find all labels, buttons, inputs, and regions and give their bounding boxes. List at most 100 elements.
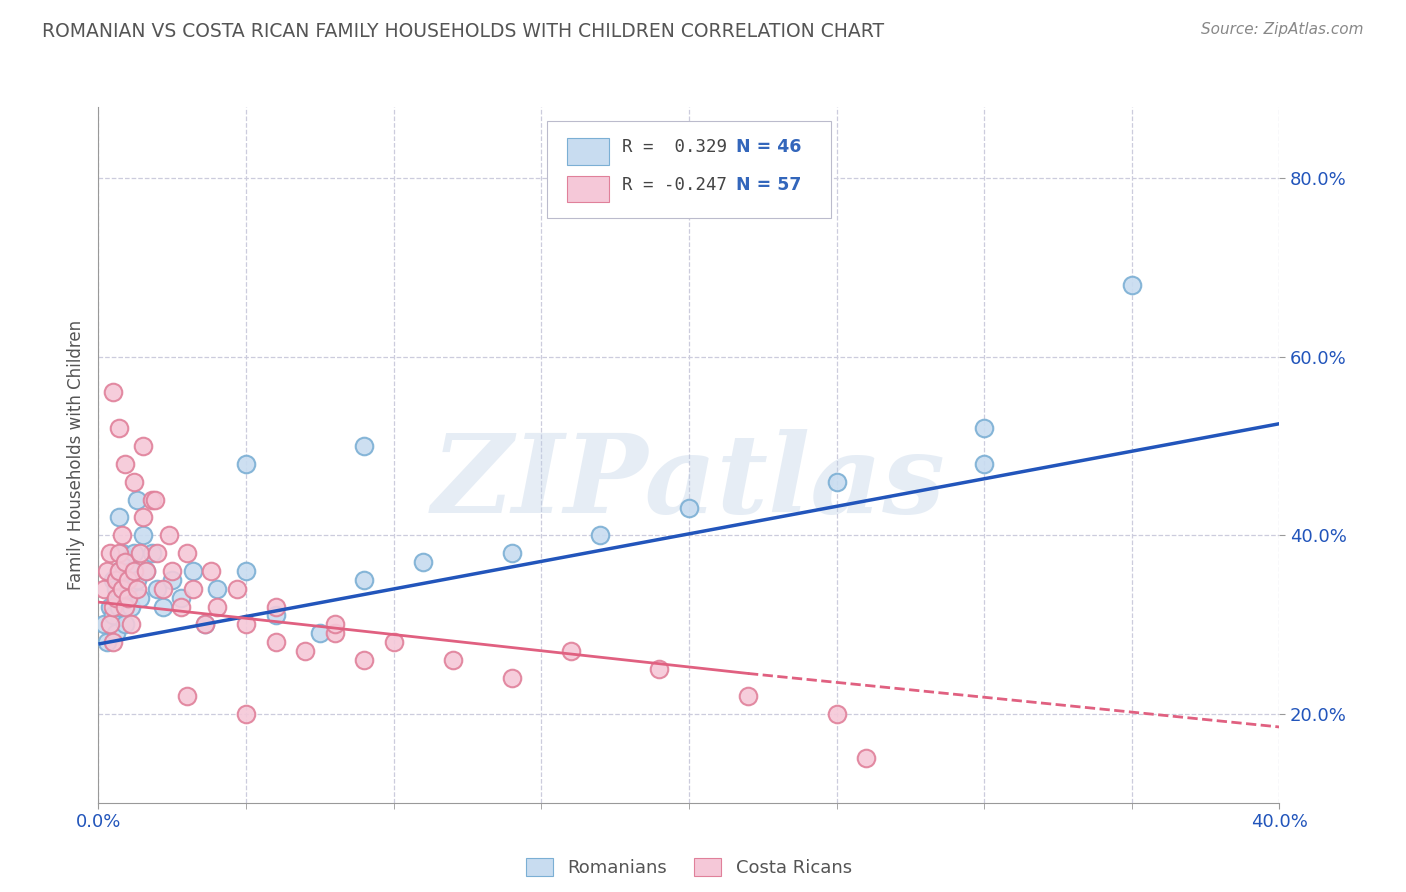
Y-axis label: Family Households with Children: Family Households with Children	[66, 320, 84, 590]
Point	[111, 582, 134, 596]
Point	[501, 671, 523, 685]
Point	[122, 564, 145, 578]
Point	[105, 582, 128, 596]
Point	[135, 564, 157, 578]
Point	[973, 457, 995, 471]
Bar	[567, 176, 609, 202]
Point	[132, 528, 155, 542]
Point	[108, 599, 131, 614]
Point	[111, 546, 134, 560]
Point	[309, 626, 332, 640]
Point	[96, 635, 118, 649]
Point	[157, 528, 180, 542]
Point	[146, 546, 169, 560]
Point	[125, 582, 148, 596]
Point	[117, 591, 139, 605]
Point	[98, 617, 121, 632]
Point	[141, 492, 163, 507]
Text: N = 57: N = 57	[737, 176, 801, 194]
Point	[353, 439, 375, 453]
Point	[122, 475, 145, 489]
Point	[143, 492, 166, 507]
Point	[120, 599, 142, 614]
Point	[111, 528, 134, 542]
Text: ZIPatlas: ZIPatlas	[432, 429, 946, 536]
Point	[132, 510, 155, 524]
Point	[105, 626, 128, 640]
Legend: Romanians, Costa Ricans: Romanians, Costa Ricans	[519, 850, 859, 884]
Point	[825, 706, 848, 721]
Point	[323, 626, 346, 640]
Point	[194, 617, 217, 632]
Point	[353, 653, 375, 667]
Point	[103, 635, 125, 649]
Point	[108, 421, 131, 435]
Point	[132, 439, 155, 453]
Point	[226, 582, 249, 596]
Point	[194, 617, 217, 632]
Point	[323, 617, 346, 632]
Point	[117, 555, 139, 569]
Point	[855, 751, 877, 765]
Point	[235, 564, 257, 578]
Point	[200, 564, 222, 578]
Point	[1121, 278, 1143, 293]
Point	[235, 706, 257, 721]
Point	[108, 564, 131, 578]
Point	[560, 644, 582, 658]
Point	[235, 617, 257, 632]
Point	[125, 492, 148, 507]
Point	[114, 457, 136, 471]
Text: ROMANIAN VS COSTA RICAN FAMILY HOUSEHOLDS WITH CHILDREN CORRELATION CHART: ROMANIAN VS COSTA RICAN FAMILY HOUSEHOLD…	[42, 22, 884, 41]
Point	[117, 573, 139, 587]
Text: R =  0.329: R = 0.329	[621, 138, 727, 156]
Point	[93, 617, 115, 632]
Point	[93, 582, 115, 596]
Point	[973, 421, 995, 435]
Point	[128, 546, 150, 560]
Point	[135, 564, 157, 578]
Point	[108, 546, 131, 560]
Point	[737, 689, 759, 703]
Point	[589, 528, 612, 542]
Text: Source: ZipAtlas.com: Source: ZipAtlas.com	[1201, 22, 1364, 37]
Bar	[567, 138, 609, 165]
Point	[152, 582, 174, 596]
Point	[120, 564, 142, 578]
Point	[108, 564, 131, 578]
Point	[103, 599, 125, 614]
Point	[98, 599, 121, 614]
Point	[825, 475, 848, 489]
Text: R = -0.247: R = -0.247	[621, 176, 727, 194]
Point	[96, 564, 118, 578]
Point	[105, 573, 128, 587]
Point	[141, 546, 163, 560]
Point	[181, 582, 204, 596]
Point	[122, 546, 145, 560]
Point	[205, 582, 228, 596]
Text: N = 46: N = 46	[737, 138, 801, 156]
Point	[108, 510, 131, 524]
Point	[294, 644, 316, 658]
Point	[176, 546, 198, 560]
Point	[111, 591, 134, 605]
Point	[648, 662, 671, 676]
Point	[412, 555, 434, 569]
Point	[353, 573, 375, 587]
Point	[170, 591, 193, 605]
Point	[103, 573, 125, 587]
Point	[105, 591, 128, 605]
Point	[170, 599, 193, 614]
Point	[128, 591, 150, 605]
Point	[152, 599, 174, 614]
Point	[181, 564, 204, 578]
Point	[678, 501, 700, 516]
Point	[103, 608, 125, 623]
Point	[501, 546, 523, 560]
Point	[235, 457, 257, 471]
Point	[114, 599, 136, 614]
Point	[162, 564, 183, 578]
Point	[162, 573, 183, 587]
Point	[114, 555, 136, 569]
Point	[117, 582, 139, 596]
